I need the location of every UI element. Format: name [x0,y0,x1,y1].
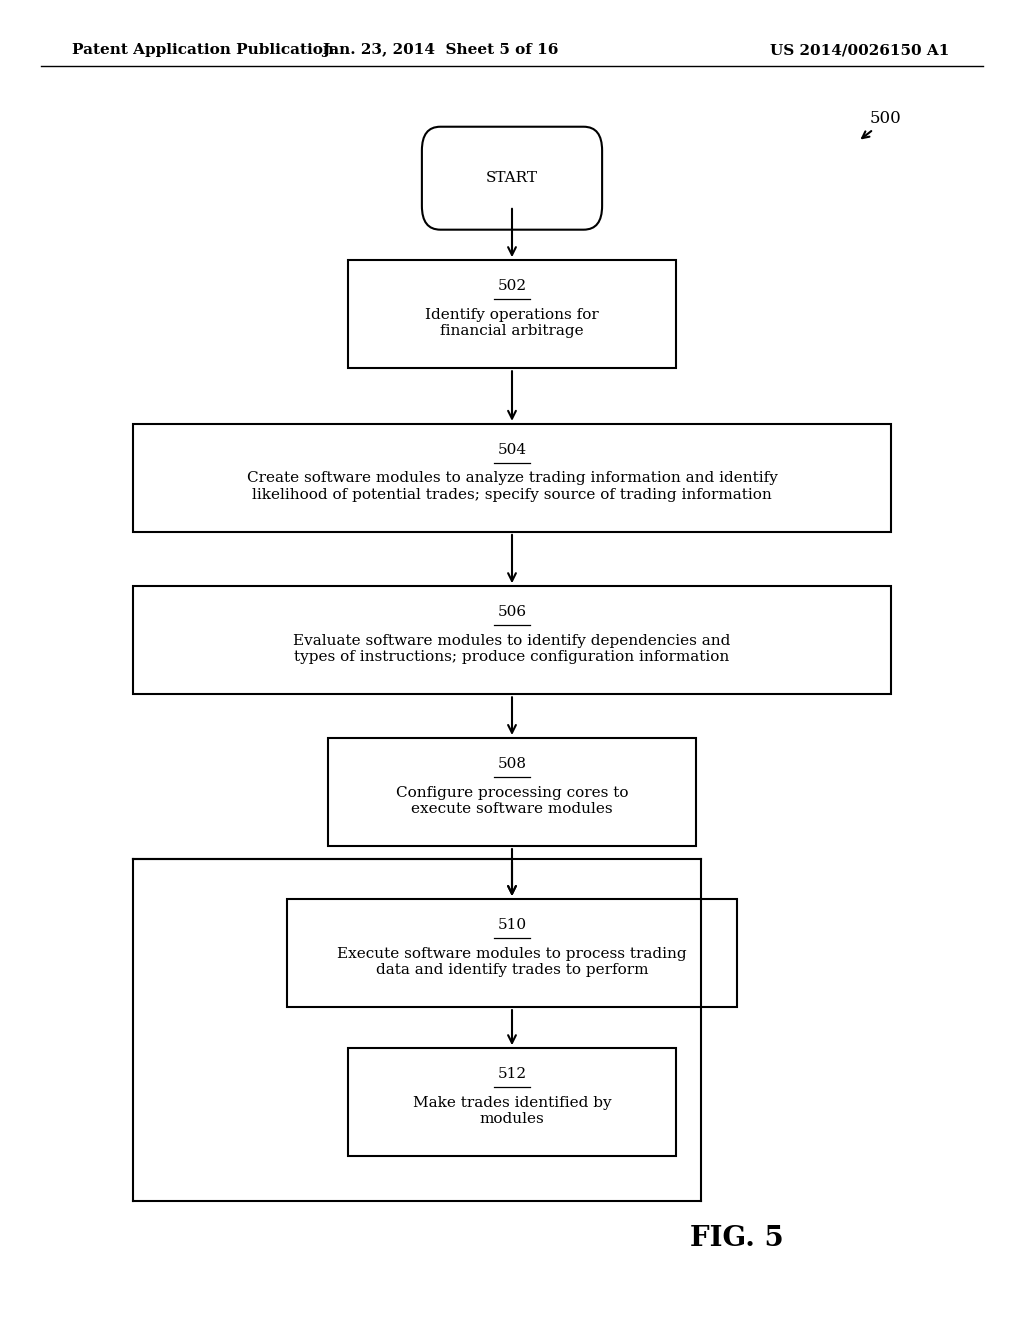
Bar [348,260,676,368]
Text: 502: 502 [498,279,526,293]
Text: Create software modules to analyze trading information and identify
likelihood o: Create software modules to analyze tradi… [247,471,777,502]
Text: Jan. 23, 2014  Sheet 5 of 16: Jan. 23, 2014 Sheet 5 of 16 [323,44,558,57]
FancyBboxPatch shape [422,127,602,230]
Text: START: START [486,172,538,185]
Text: 508: 508 [498,756,526,771]
Bar [348,1048,676,1156]
Text: Make trades identified by
modules: Make trades identified by modules [413,1096,611,1126]
Text: Evaluate software modules to identify dependencies and
types of instructions; pr: Evaluate software modules to identify de… [293,634,731,664]
Text: Identify operations for
financial arbitrage: Identify operations for financial arbitr… [425,308,599,338]
Text: FIG. 5: FIG. 5 [690,1225,784,1251]
Text: 504: 504 [498,442,526,457]
Bar [133,586,891,694]
Text: 500: 500 [869,111,902,127]
Text: Patent Application Publication: Patent Application Publication [72,44,334,57]
Text: 512: 512 [498,1067,526,1081]
Bar [287,899,737,1007]
Bar [133,424,891,532]
Text: 506: 506 [498,605,526,619]
Text: US 2014/0026150 A1: US 2014/0026150 A1 [770,44,950,57]
Text: Configure processing cores to
execute software modules: Configure processing cores to execute so… [395,785,629,816]
Text: 510: 510 [498,917,526,932]
Bar [328,738,696,846]
Text: Execute software modules to process trading
data and identify trades to perform: Execute software modules to process trad… [337,946,687,977]
